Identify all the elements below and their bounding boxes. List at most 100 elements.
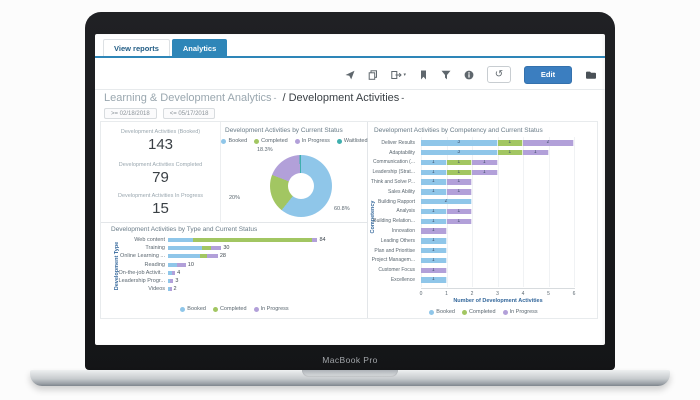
bar-segment[interactable]: 1 <box>472 169 498 176</box>
type-chart-title: Development Activities by Type and Curre… <box>111 226 258 233</box>
bar-segment[interactable] <box>207 254 218 259</box>
donut-hole <box>288 173 314 199</box>
type-bar-total-label: 28 <box>219 253 226 260</box>
bar-segment[interactable]: 1 <box>421 208 447 215</box>
breadcrumb-separator: / <box>282 92 286 104</box>
help-icon[interactable] <box>464 70 474 80</box>
bar-segment[interactable] <box>210 246 222 251</box>
legend-item-in-progress[interactable]: In Progress <box>294 138 330 144</box>
bar-segment[interactable]: 1 <box>421 159 447 166</box>
bar-segment[interactable] <box>168 262 177 267</box>
send-icon[interactable] <box>345 70 355 80</box>
legend-dot-icon <box>253 306 259 312</box>
kpi-in-progress: Development Activities In Progress 15 <box>101 193 220 217</box>
bar-segment[interactable]: 1 <box>446 208 472 215</box>
breadcrumb: Learning & Development Analytics - / Develo… <box>104 92 404 104</box>
competency-bar-row: Think and Solve P... 1 1 <box>368 177 599 187</box>
bar-segment[interactable]: 1 <box>421 169 447 176</box>
bar-segment[interactable]: 1 <box>446 169 472 176</box>
tab-view-reports[interactable]: View reports <box>103 39 170 56</box>
breadcrumb-primary[interactable]: Learning & Development Analytics <box>104 92 272 104</box>
bar-segment[interactable]: 1 <box>472 159 498 166</box>
type-stacked-bar <box>168 238 318 243</box>
competency-category-label: Communication (... <box>373 159 415 166</box>
bar-segment[interactable] <box>176 262 186 267</box>
type-stacked-bar <box>168 287 172 292</box>
legend-item-waitlisted[interactable]: Waitlisted <box>336 138 368 144</box>
bar-segment[interactable]: 1 <box>523 149 549 156</box>
gridline <box>472 137 473 287</box>
breadcrumb-secondary[interactable]: Development Activities <box>288 92 400 104</box>
bar-segment[interactable] <box>312 238 318 243</box>
bar-segment[interactable] <box>168 246 202 251</box>
legend-item-completed[interactable]: Completed <box>254 138 288 144</box>
bar-segment[interactable]: 1 <box>446 189 472 195</box>
bar-segment[interactable] <box>168 279 170 284</box>
axis-tick-label: 4 <box>521 291 525 297</box>
bar-segment[interactable]: 2 <box>421 198 472 205</box>
competency-stacked-bar: 1 <box>421 228 447 234</box>
status-donut-chart[interactable] <box>270 155 332 217</box>
legend-item-booked[interactable]: Booked <box>429 309 455 315</box>
bar-segment[interactable]: 1 <box>421 218 447 225</box>
bar-segment[interactable] <box>168 287 170 292</box>
bar-segment[interactable]: 1 <box>497 140 523 146</box>
filter-icon[interactable] <box>441 70 451 80</box>
bar-segment[interactable]: 1 <box>421 247 447 254</box>
tab-analytics[interactable]: Analytics <box>171 39 228 56</box>
toolbar: ▾ ↺ Edit <box>95 60 605 90</box>
bookmark-icon[interactable] <box>419 70 428 80</box>
gridline <box>497 137 499 287</box>
bar-segment[interactable] <box>171 270 176 275</box>
legend-dot-icon <box>502 309 508 315</box>
axis-tick-label: 6 <box>572 291 576 297</box>
competency-category-label: Think and Solve P... <box>370 179 415 186</box>
type-bar-row: Reading 10 <box>101 261 368 269</box>
bar-segment[interactable] <box>169 287 172 292</box>
type-chart-plot: Web content 84 Training 30 Online Learning .… <box>101 236 368 293</box>
legend-label: In Progress <box>509 309 538 315</box>
bar-segment[interactable] <box>169 279 174 284</box>
bar-segment[interactable]: 3 <box>421 140 498 146</box>
competency-bar-row: Leading Others 1 <box>368 236 599 246</box>
type-bar-total-label: 10 <box>187 261 194 268</box>
folder-icon[interactable] <box>585 70 597 80</box>
bar-segment[interactable]: 1 <box>421 257 447 264</box>
type-bar-total-label: 84 <box>319 237 326 244</box>
bar-segment[interactable]: 1 <box>446 218 472 225</box>
bar-segment[interactable] <box>192 238 313 243</box>
bar-segment[interactable]: 1 <box>446 159 472 166</box>
legend-item-completed[interactable]: Completed <box>212 306 247 312</box>
competency-chart-panel: Development Activities by Competency and… <box>368 122 599 318</box>
type-stacked-bar <box>168 270 176 275</box>
legend-item-booked[interactable]: Booked <box>180 306 206 312</box>
date-filter-to[interactable]: <= 05/17/2018 <box>162 108 216 119</box>
bar-segment[interactable] <box>168 270 172 275</box>
date-filter-from[interactable]: >= 02/18/2018 <box>104 108 157 119</box>
legend-item-in-progress[interactable]: In Progress <box>253 306 289 312</box>
copy-icon[interactable] <box>368 69 378 80</box>
export-icon[interactable]: ▾ <box>391 70 406 80</box>
bar-segment[interactable]: 1 <box>421 277 447 283</box>
bar-segment[interactable] <box>201 246 211 251</box>
legend-item-in-progress[interactable]: In Progress <box>502 309 538 315</box>
bar-segment[interactable]: 1 <box>497 149 523 156</box>
bar-segment[interactable]: 2 <box>523 140 574 146</box>
legend-item-booked[interactable]: Booked <box>221 138 247 144</box>
legend-item-completed[interactable]: Completed <box>461 309 496 315</box>
bar-segment[interactable] <box>200 254 208 259</box>
bar-segment[interactable]: 3 <box>421 149 498 156</box>
bar-segment[interactable]: 1 <box>421 267 447 273</box>
bar-segment[interactable] <box>168 254 201 259</box>
axis-tick-label: 3 <box>496 291 499 297</box>
bar-segment[interactable]: 1 <box>421 228 447 234</box>
bar-segment[interactable] <box>168 238 193 243</box>
bar-segment[interactable]: 1 <box>421 189 447 195</box>
bar-segment[interactable]: 1 <box>446 179 472 185</box>
type-bar-row: On-the-job Activit... 4 <box>101 269 368 277</box>
refresh-button[interactable]: ↺ <box>487 66 511 83</box>
bar-segment[interactable]: 1 <box>421 179 447 185</box>
competency-category-label: Adaptability <box>389 149 415 156</box>
bar-segment[interactable]: 1 <box>421 238 447 244</box>
edit-button[interactable]: Edit <box>524 65 572 84</box>
